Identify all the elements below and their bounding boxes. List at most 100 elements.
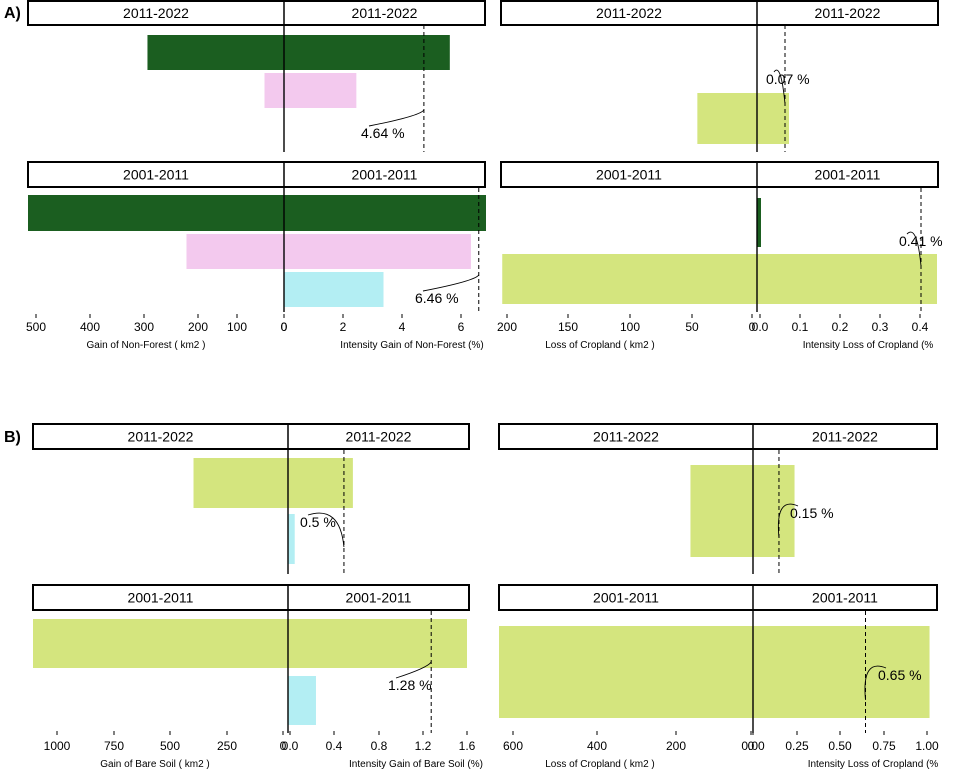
- x-tick-label: 600: [503, 739, 523, 753]
- header-left-label: 2001-2011: [593, 590, 659, 606]
- x-tick-label: 400: [80, 320, 100, 334]
- header-right-label: 2001-2011: [815, 167, 881, 183]
- x-tick-label: 4: [399, 320, 406, 334]
- bar: [284, 272, 384, 307]
- x-tick-label: 50: [685, 320, 699, 334]
- annotation-arrow: [395, 661, 432, 679]
- annotation-arrow: [773, 69, 786, 105]
- x-tick-label: 200: [497, 320, 517, 334]
- bar: [193, 458, 353, 508]
- x-tick-label: 0: [281, 320, 288, 334]
- bar: [499, 626, 930, 718]
- header-right-label: 2001-2011: [352, 167, 418, 183]
- period-header: [500, 0, 939, 26]
- bar: [288, 676, 316, 725]
- x-tick-label: 1.6: [459, 739, 476, 753]
- x-axis-title-intensity: Intensity Gain of Non-Forest (%): [340, 340, 483, 351]
- x-tick-label: 0.00: [741, 739, 765, 753]
- bar: [264, 73, 357, 108]
- bar: [502, 254, 937, 304]
- header-left-label: 2011-2022: [593, 429, 659, 445]
- x-axis-title-area: Gain of Bare Soil ( km2 ): [100, 759, 209, 770]
- bar: [186, 234, 471, 269]
- header-right-label: 2011-2022: [815, 5, 881, 21]
- x-tick-label: 0.3: [872, 320, 889, 334]
- header-left-label: 2001-2011: [123, 167, 189, 183]
- annotation-arrow: [906, 231, 922, 267]
- x-axis-title-area: Gain of Non-Forest ( km2 ): [87, 340, 206, 351]
- x-tick-label: 0.4: [912, 320, 929, 334]
- x-tick-label: 0.0: [752, 320, 769, 334]
- x-tick-label: 0: [749, 320, 756, 334]
- x-axis-title-area: Loss of Cropland ( km2 ): [545, 759, 655, 770]
- x-tick-label: 0: [281, 320, 288, 334]
- uniform-intensity-label: 0.65 %: [878, 667, 922, 683]
- uniform-intensity-label: 0.5 %: [300, 514, 336, 530]
- x-tick-label: 750: [104, 739, 124, 753]
- x-tick-label: 0: [280, 739, 287, 753]
- x-tick-label: 2: [340, 320, 347, 334]
- x-tick-label: 0.50: [828, 739, 852, 753]
- bar: [28, 195, 486, 231]
- header-right-label: 2011-2022: [346, 429, 412, 445]
- x-tick-label: 250: [217, 739, 237, 753]
- header-left-label: 2001-2011: [128, 590, 194, 606]
- header-right-label: 2001-2011: [346, 590, 412, 606]
- x-tick-label: 300: [134, 320, 154, 334]
- uniform-intensity-label: 1.28 %: [388, 677, 432, 693]
- annotation-arrow: [422, 274, 480, 292]
- x-tick-label: 400: [587, 739, 607, 753]
- panel-label: A): [4, 5, 21, 22]
- x-tick-label: 0.75: [872, 739, 896, 753]
- uniform-intensity-label: 0.07 %: [766, 71, 810, 87]
- annotation-arrow: [368, 109, 425, 127]
- x-tick-label: 0.8: [371, 739, 388, 753]
- x-tick-label: 200: [666, 739, 686, 753]
- period-header: [32, 423, 470, 450]
- x-tick-label: 0: [748, 739, 755, 753]
- uniform-intensity-label: 6.46 %: [415, 290, 459, 306]
- header-right-label: 2011-2022: [812, 429, 878, 445]
- annotation-arrow: [777, 503, 799, 539]
- x-axis-title-intensity: Intensity Loss of Cropland (%: [803, 340, 934, 351]
- x-tick-label: 1.2: [415, 739, 432, 753]
- header-left-label: 2011-2022: [596, 5, 662, 21]
- header-left-label: 2001-2011: [596, 167, 662, 183]
- uniform-intensity-label: 0.15 %: [790, 505, 834, 521]
- period-header: [27, 0, 486, 26]
- x-tick-label: 500: [160, 739, 180, 753]
- period-header: [500, 161, 939, 188]
- bar: [147, 35, 450, 70]
- x-tick-label: 0.4: [326, 739, 343, 753]
- period-header: [498, 584, 938, 611]
- x-tick-label: 200: [188, 320, 208, 334]
- x-tick-label: 1000: [44, 739, 71, 753]
- annotation-arrow: [864, 665, 887, 701]
- period-header: [498, 423, 938, 450]
- x-tick-label: 500: [26, 320, 46, 334]
- x-tick-label: 100: [227, 320, 247, 334]
- header-right-label: 2001-2011: [812, 590, 878, 606]
- x-tick-label: 6: [458, 320, 465, 334]
- header-right-label: 2011-2022: [352, 5, 418, 21]
- x-tick-label: 1.00: [915, 739, 939, 753]
- x-tick-label: 0.1: [792, 320, 809, 334]
- uniform-intensity-label: 4.64 %: [361, 125, 405, 141]
- header-left-label: 2011-2022: [128, 429, 194, 445]
- x-tick-label: 150: [558, 320, 578, 334]
- x-axis-title-intensity: Intensity Loss of Cropland (%: [808, 759, 939, 770]
- period-header: [27, 161, 486, 188]
- bar: [288, 514, 295, 564]
- bar: [33, 619, 467, 668]
- x-tick-label: 0.2: [832, 320, 849, 334]
- header-left-label: 2011-2022: [123, 5, 189, 21]
- x-axis-title-intensity: Intensity Gain of Bare Soil (%): [349, 759, 483, 770]
- annotation-arrow: [307, 512, 345, 548]
- x-tick-label: 0.25: [785, 739, 809, 753]
- bar: [757, 198, 761, 247]
- uniform-intensity-label: 0.41 %: [899, 233, 943, 249]
- x-tick-label: 100: [620, 320, 640, 334]
- bar: [690, 465, 795, 557]
- x-tick-label: 0.0: [282, 739, 299, 753]
